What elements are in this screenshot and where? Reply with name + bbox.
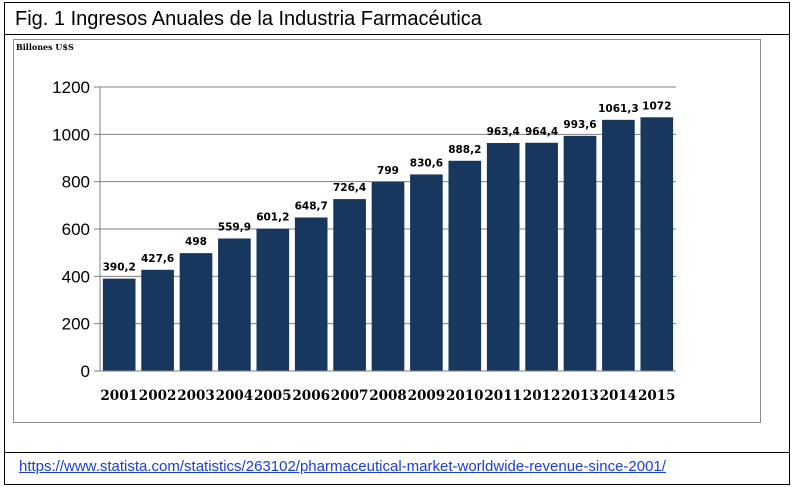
x-tick-label-2002: 2002 <box>139 388 177 404</box>
bar-2015 <box>640 117 674 371</box>
figure-table: Fig. 1 Ingresos Anuales de la Industria … <box>4 2 790 485</box>
bar-2012 <box>525 142 558 371</box>
y-tick-label-200: 200 <box>62 315 90 334</box>
bar-2007 <box>333 199 366 371</box>
bar-2013 <box>563 135 597 371</box>
figure-title: Fig. 1 Ingresos Anuales de la Industria … <box>15 8 482 30</box>
data-label-2004: 559,9 <box>218 221 251 233</box>
source-cell: https://www.statista.com/statistics/2631… <box>5 453 789 486</box>
y-tick-label-1200: 1200 <box>52 78 90 97</box>
bar-2006 <box>294 217 328 371</box>
bar-2010 <box>448 160 482 371</box>
data-label-2015: 1072 <box>642 100 671 112</box>
bar-2008 <box>371 181 405 371</box>
bar-2002 <box>141 269 174 371</box>
data-label-2003: 498 <box>185 236 207 248</box>
bar-2009 <box>410 174 443 371</box>
y-tick-label-400: 400 <box>62 267 90 286</box>
chart-frame: Billones U$S 0 200 400 600 800 1000 1200 390,2 20… <box>13 39 761 423</box>
bar-2001 <box>102 278 136 371</box>
x-tick-label-2005: 2005 <box>254 388 292 404</box>
x-tick-label-2006: 2006 <box>292 388 330 404</box>
x-tick-label-2009: 2009 <box>408 388 446 404</box>
x-tick-label-2012: 2012 <box>523 388 561 404</box>
bar-2004 <box>218 238 251 371</box>
x-tick-label-2001: 2001 <box>100 388 138 404</box>
x-tick-label-2013: 2013 <box>561 388 599 404</box>
bar-2011 <box>486 142 520 371</box>
y-tick-label-1000: 1000 <box>52 125 90 144</box>
y-tick-label-0: 0 <box>81 362 90 381</box>
data-label-2011: 963,4 <box>487 126 520 138</box>
chart-cell: Billones U$S 0 200 400 600 800 1000 1200 390,2 20… <box>5 35 789 453</box>
data-label-2012: 964,4 <box>525 126 558 138</box>
data-label-2005: 601,2 <box>256 212 289 224</box>
x-tick-label-2014: 2014 <box>600 388 638 404</box>
x-tick-label-2007: 2007 <box>331 388 369 404</box>
data-label-2006: 648,7 <box>295 200 328 212</box>
y-tick-label-600: 600 <box>62 220 90 239</box>
x-tick-label-2004: 2004 <box>216 388 254 404</box>
bar-chart: Billones U$S 0 200 400 600 800 1000 1200 390,2 20… <box>16 42 676 404</box>
bar-2003 <box>179 253 213 371</box>
bar-2005 <box>256 228 290 371</box>
data-label-2001: 390,2 <box>103 262 136 274</box>
x-tick-label-2015: 2015 <box>638 388 676 404</box>
data-label-2013: 993,6 <box>563 119 596 131</box>
data-label-2009: 830,6 <box>410 157 443 169</box>
data-label-2008: 799 <box>377 165 399 177</box>
bar-2014 <box>602 119 635 371</box>
data-label-2007: 726,4 <box>333 182 366 194</box>
data-label-2010: 888,2 <box>448 144 481 156</box>
title-cell: Fig. 1 Ingresos Anuales de la Industria … <box>5 3 789 35</box>
x-tick-label-2008: 2008 <box>369 388 407 404</box>
x-tick-label-2003: 2003 <box>177 388 215 404</box>
x-tick-label-2011: 2011 <box>484 388 522 404</box>
source-link[interactable]: https://www.statista.com/statistics/2631… <box>19 458 666 475</box>
y-axis-unit-label: Billones U$S <box>16 42 74 52</box>
data-label-2002: 427,6 <box>141 253 174 265</box>
x-tick-label-2010: 2010 <box>446 388 484 404</box>
data-label-2014: 1061,3 <box>598 103 639 115</box>
y-tick-label-800: 800 <box>62 173 90 192</box>
